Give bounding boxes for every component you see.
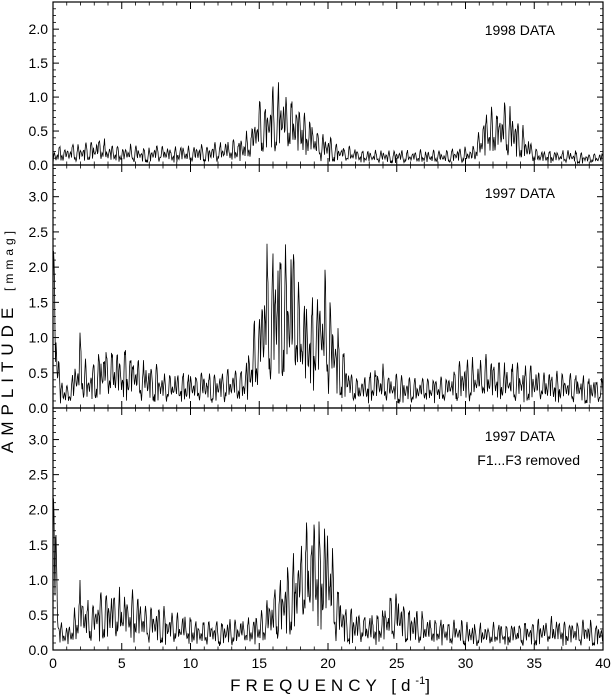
x-tick-label: 0 (49, 655, 57, 671)
y-tick-label: 1.0 (29, 572, 49, 588)
y-axis-label-unit: [mmag] (2, 227, 16, 291)
y-tick-label: 3.0 (29, 189, 49, 205)
panel-2: 0.0 0.5 1.0 1.5 2.0 2.5 3.0 1997 DATA (29, 164, 604, 416)
panel-annotation: 1997 DATA (485, 428, 556, 444)
y-tick-label: 0.5 (29, 607, 49, 623)
amplitude-spectrum-line (52, 243, 604, 404)
y-tick-label: 3.0 (29, 432, 49, 448)
y-tick-label: 1.0 (29, 89, 49, 105)
x-tick-label: 10 (183, 655, 199, 671)
y-tick-label: 1.0 (29, 330, 49, 346)
x-tick-label: 25 (389, 655, 405, 671)
x-tick-label: 5 (118, 655, 126, 671)
y-tick-label: 0.5 (29, 123, 49, 139)
x-axis-label-main: FREQUENCY [d (230, 676, 415, 695)
x-tick-label: 30 (458, 655, 474, 671)
x-tick-label: 20 (320, 655, 336, 671)
y-tick-label: 1.5 (29, 294, 49, 310)
panel-3: 0.0 0.5 1.0 1.5 2.0 2.5 3.0 0 5 10 15 20 25 30 35 40 199… (29, 407, 611, 671)
amplitude-spectrum-line (52, 82, 604, 165)
y-tick-label: 2.0 (29, 502, 49, 518)
y-tick-label: 0.5 (29, 365, 49, 381)
x-tick-label: 40 (595, 655, 611, 671)
x-tick-label: 35 (526, 655, 542, 671)
x-tick-label: 15 (251, 655, 267, 671)
panel-annotation: 1997 DATA (485, 185, 556, 201)
y-tick-label: 2.0 (29, 21, 49, 37)
y-axis-label-main: AMPLITUDE (0, 291, 17, 453)
y-tick-label: 1.5 (29, 55, 49, 71)
panel-annotation: F1...F3 removed (477, 452, 580, 468)
x-axis-label-sup: -1 (415, 675, 425, 687)
y-axis-label: AMPLITUDE [mmag] (0, 227, 17, 453)
y-tick-label: 1.5 (29, 537, 49, 553)
panel-1: 0.0 0.5 1.0 1.5 2.0 1998 DATA (29, 1, 604, 173)
panel-frame (52, 407, 604, 651)
y-tick-label: 0.0 (29, 642, 49, 658)
y-tick-label: 0.0 (29, 157, 49, 173)
amplitude-spectrum-line (52, 498, 604, 647)
y-tick-label: 2.0 (29, 259, 49, 275)
x-axis-label: FREQUENCY [d-1] (230, 675, 430, 695)
panel-annotation: 1998 DATA (485, 22, 556, 38)
x-axis-label-end: ] (425, 676, 430, 695)
y-tick-label: 0.0 (29, 400, 49, 416)
y-tick-label: 2.5 (29, 467, 49, 483)
y-tick-label: 2.5 (29, 224, 49, 240)
